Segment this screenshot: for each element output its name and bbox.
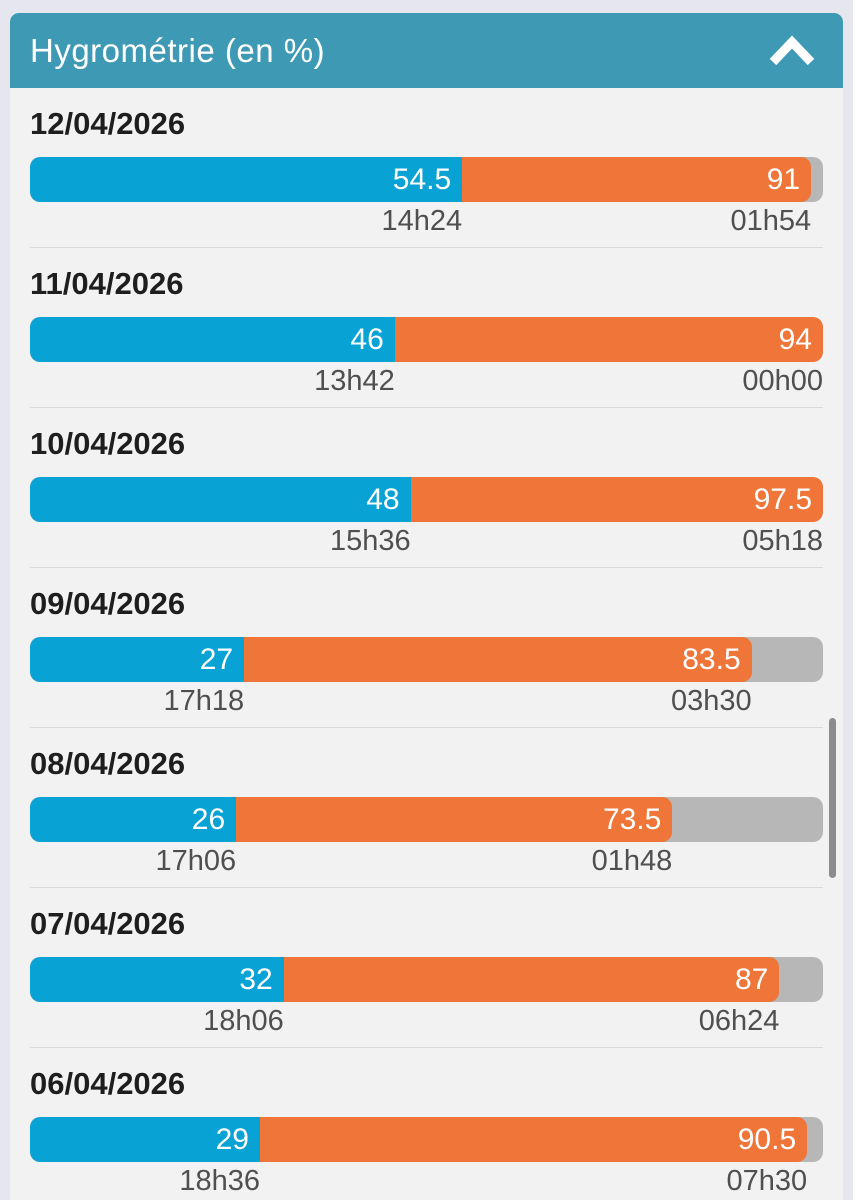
max-humidity-segment bbox=[244, 637, 752, 682]
min-time-label: 15h36 bbox=[329, 525, 411, 557]
max-time-label: 01h48 bbox=[591, 845, 673, 877]
min-humidity-segment bbox=[30, 637, 245, 682]
min-time-label: 18h06 bbox=[203, 1005, 284, 1037]
day-row: 07/04/2026 32 87 18h06 06h24 bbox=[30, 888, 823, 1048]
row-divider bbox=[30, 1047, 823, 1048]
panel-header[interactable]: Hygrométrie (en %) bbox=[10, 13, 843, 88]
min-value-label: 46 bbox=[350, 323, 384, 356]
min-value-label: 54.5 bbox=[392, 163, 452, 196]
humidity-bar: 32 87 bbox=[30, 957, 823, 1002]
day-row: 08/04/2026 26 73.5 17h06 01h48 bbox=[30, 728, 823, 888]
max-time-label: 03h30 bbox=[670, 685, 752, 717]
max-value-label: 90.5 bbox=[737, 1123, 797, 1156]
day-row: 11/04/2026 46 94 13h42 00h00 bbox=[30, 248, 823, 408]
day-row: 12/04/2026 54.5 91 14h24 01h54 bbox=[30, 88, 823, 248]
row-date: 09/04/2026 bbox=[30, 586, 186, 621]
min-value-label: 48 bbox=[366, 483, 400, 516]
max-time-label: 01h54 bbox=[730, 205, 812, 237]
row-divider bbox=[30, 887, 823, 888]
panel-title: Hygrométrie (en %) bbox=[30, 31, 326, 69]
humidity-bar: 46 94 bbox=[30, 317, 823, 362]
max-humidity-segment bbox=[410, 477, 823, 522]
time-row: 13h42 00h00 bbox=[30, 363, 823, 399]
min-time-label: 18h36 bbox=[179, 1165, 260, 1197]
row-date: 07/04/2026 bbox=[30, 906, 186, 941]
max-time-label: 06h24 bbox=[698, 1005, 780, 1037]
row-date: 11/04/2026 bbox=[30, 266, 184, 301]
day-rows-list: 12/04/2026 54.5 91 14h24 01h54 11/04/202… bbox=[30, 88, 823, 1200]
humidity-bar: 26 73.5 bbox=[30, 797, 823, 842]
row-date: 08/04/2026 bbox=[30, 746, 186, 781]
row-date: 06/04/2026 bbox=[30, 1066, 186, 1101]
min-humidity-segment bbox=[30, 957, 284, 1002]
day-row: 10/04/2026 48 97.5 15h36 05h18 bbox=[30, 408, 823, 568]
min-time-label: 17h18 bbox=[163, 685, 245, 717]
min-value-label: 26 bbox=[191, 803, 226, 836]
max-value-label: 83.5 bbox=[682, 643, 741, 676]
max-value-label: 94 bbox=[778, 323, 812, 356]
max-value-label: 87 bbox=[735, 963, 769, 996]
time-row: 18h36 07h30 bbox=[30, 1163, 823, 1199]
row-divider bbox=[30, 247, 823, 248]
humidity-bar: 54.5 91 bbox=[30, 157, 823, 202]
min-time-label: 14h24 bbox=[381, 205, 463, 237]
humidity-bar: 29 90.5 bbox=[30, 1117, 823, 1162]
min-value-label: 32 bbox=[239, 963, 273, 996]
min-time-label: 13h42 bbox=[314, 365, 395, 397]
min-humidity-segment bbox=[30, 1117, 260, 1162]
min-value-label: 27 bbox=[199, 643, 234, 676]
row-divider bbox=[30, 727, 823, 728]
row-date: 12/04/2026 bbox=[30, 106, 186, 141]
min-humidity-segment bbox=[30, 317, 395, 362]
min-time-label: 17h06 bbox=[155, 845, 237, 877]
day-row: 09/04/2026 27 83.5 17h18 03h30 bbox=[30, 568, 823, 728]
max-humidity-segment bbox=[259, 1117, 808, 1162]
max-humidity-segment bbox=[236, 797, 673, 842]
humidity-bar: 27 83.5 bbox=[30, 637, 823, 682]
time-row: 18h06 06h24 bbox=[30, 1003, 823, 1039]
min-value-label: 29 bbox=[215, 1123, 249, 1156]
min-humidity-segment bbox=[30, 797, 237, 842]
row-divider bbox=[30, 567, 823, 568]
day-row: 06/04/2026 29 90.5 18h36 07h30 bbox=[30, 1048, 823, 1200]
time-row: 17h18 03h30 bbox=[30, 683, 823, 719]
min-humidity-segment bbox=[30, 477, 411, 522]
row-divider bbox=[30, 407, 823, 408]
time-row: 17h06 01h48 bbox=[30, 843, 823, 879]
time-row: 14h24 01h54 bbox=[30, 203, 823, 239]
scrollbar-thumb[interactable] bbox=[829, 718, 836, 878]
humidity-bar: 48 97.5 bbox=[30, 477, 823, 522]
max-time-label: 05h18 bbox=[742, 525, 823, 557]
max-humidity-segment bbox=[283, 957, 780, 1002]
min-humidity-segment bbox=[30, 157, 463, 202]
chevron-up-icon[interactable] bbox=[767, 34, 817, 68]
max-time-label: 00h00 bbox=[742, 365, 823, 397]
row-date: 10/04/2026 bbox=[30, 426, 186, 461]
time-row: 15h36 05h18 bbox=[30, 523, 823, 559]
max-humidity-segment bbox=[394, 317, 823, 362]
panel-body: 12/04/2026 54.5 91 14h24 01h54 11/04/202… bbox=[10, 88, 843, 1200]
max-value-label: 97.5 bbox=[753, 483, 812, 516]
max-value-label: 73.5 bbox=[602, 803, 662, 836]
max-value-label: 91 bbox=[766, 163, 801, 196]
max-humidity-segment bbox=[462, 157, 812, 202]
max-time-label: 07h30 bbox=[726, 1165, 808, 1197]
hygrometry-panel: Hygrométrie (en %) 12/04/2026 54.5 91 14… bbox=[10, 13, 843, 1200]
